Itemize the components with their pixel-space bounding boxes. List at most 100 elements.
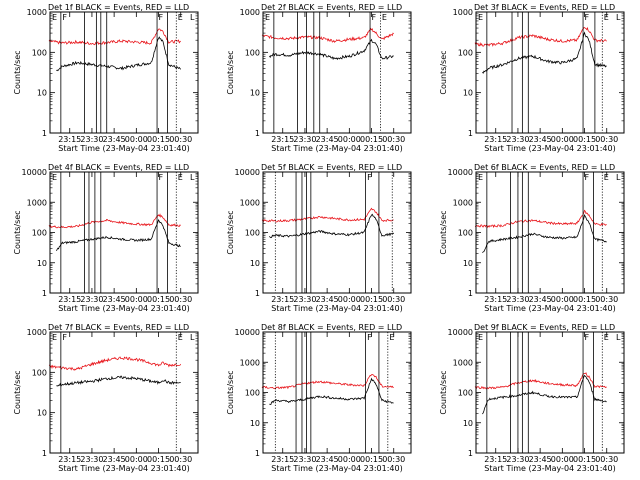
- events-series-line: [269, 377, 394, 405]
- lld-series-line: [48, 356, 182, 371]
- x-tick-label: 00:00: [551, 295, 574, 304]
- lld-series-line: [474, 372, 607, 390]
- x-tick-label: 00:00: [338, 455, 361, 464]
- panel-det-4: Det 4f BLACK = Events, RED = LLD 1 10 100 10…: [13, 163, 199, 313]
- y-tick-label: 1: [255, 289, 260, 298]
- y-tick-label: 10000: [235, 328, 260, 337]
- y-axis-label: Counts/sec: [13, 50, 22, 94]
- event-marker-label: F: [585, 333, 590, 342]
- panel-title: Det 6f BLACK = Events, RED = LLD: [474, 163, 615, 172]
- panel-det-7: Det 7f BLACK = Events, RED = LLD 1 10 100 10…: [13, 323, 199, 473]
- corner-label-left: E: [52, 333, 57, 342]
- y-tick-label: 10000: [448, 168, 473, 177]
- corner-label-left: E: [478, 13, 483, 22]
- event-marker-label: F: [585, 173, 590, 182]
- corner-label-right: L: [190, 13, 195, 22]
- x-axis-label: Start Time (23-May-04 23:01:40): [484, 464, 615, 473]
- y-tick-label: 1000: [27, 198, 47, 207]
- x-tick-label: 23:30: [506, 455, 529, 464]
- corner-label-right: L: [616, 333, 621, 342]
- events-series-line: [56, 219, 181, 251]
- events-series-line: [56, 375, 181, 388]
- panel-title: Det 9f BLACK = Events, RED = LLD: [474, 323, 615, 332]
- x-tick-label: 23:15: [58, 135, 81, 144]
- x-tick-label: 00:30: [169, 455, 192, 464]
- x-tick-label: 00:30: [595, 295, 618, 304]
- event-marker-label: E: [382, 13, 387, 22]
- x-tick-label: 00:00: [551, 455, 574, 464]
- x-tick-label: 00:15: [147, 295, 170, 304]
- panel-title: Det 7f BLACK = Events, RED = LLD: [48, 323, 189, 332]
- x-tick-label: 00:30: [169, 135, 192, 144]
- panel-det-6: Det 6f BLACK = Events, RED = LLD 1 10 100 10…: [439, 163, 625, 313]
- events-series-line: [269, 38, 394, 61]
- y-tick-label: 10: [37, 409, 47, 418]
- y-tick-label: 1: [255, 129, 260, 138]
- y-tick-label: 1: [468, 449, 473, 458]
- y-axis-label: Counts/sec: [439, 370, 448, 414]
- x-tick-label: 00:00: [338, 295, 361, 304]
- x-tick-label: 00:30: [382, 455, 405, 464]
- y-tick-label: 1: [42, 289, 47, 298]
- y-tick-label: 1: [42, 449, 47, 458]
- lld-series-line: [48, 28, 181, 46]
- event-marker-label: E: [389, 333, 394, 342]
- y-tick-label: 1: [255, 449, 260, 458]
- x-tick-label: 23:30: [293, 135, 316, 144]
- x-tick-label: 00:30: [382, 295, 405, 304]
- corner-label-left: E: [478, 333, 483, 342]
- x-tick-label: 23:45: [316, 135, 339, 144]
- x-tick-label: 00:15: [360, 295, 383, 304]
- lld-series-line: [261, 27, 394, 43]
- plot-frame: [49, 11, 199, 134]
- y-tick-label: 1: [42, 129, 47, 138]
- corner-label-right: L: [190, 333, 195, 342]
- x-tick-label: 23:15: [484, 455, 507, 464]
- panel-det-8: Det 8f BLACK = Events, RED = LLD 1 10 100 10…: [226, 323, 412, 473]
- lld-series-line: [261, 207, 394, 223]
- y-tick-label: 100: [458, 229, 473, 238]
- x-axis-label: Start Time (23-May-04 23:01:40): [58, 464, 189, 473]
- panel-title: Det 3f BLACK = Events, RED = LLD: [474, 3, 615, 12]
- event-marker-label: F: [62, 13, 67, 22]
- panel-title: Det 2f BLACK = Events, RED = LLD: [261, 3, 402, 12]
- x-tick-label: 23:30: [80, 135, 103, 144]
- x-tick-label: 00:00: [125, 295, 148, 304]
- y-tick-label: 100: [458, 48, 473, 57]
- x-axis-label: Start Time (23-May-04 23:01:40): [58, 144, 189, 153]
- panel-det-9: Det 9f BLACK = Events, RED = LLD 1 10 100 10…: [439, 323, 625, 473]
- y-tick-label: 1000: [240, 8, 260, 17]
- y-tick-label: 100: [245, 48, 260, 57]
- y-tick-label: 10: [463, 419, 473, 428]
- y-tick-label: 100: [245, 229, 260, 238]
- plot-frame: [262, 171, 412, 294]
- x-tick-label: 23:30: [80, 455, 103, 464]
- corner-label-right: L: [616, 13, 621, 22]
- x-tick-label: 00:15: [147, 135, 170, 144]
- event-marker-label: F: [585, 13, 590, 22]
- y-tick-label: 10: [463, 259, 473, 268]
- x-axis-label: Start Time (23-May-04 23:01:40): [484, 144, 615, 153]
- x-tick-label: 23:30: [293, 455, 316, 464]
- panel-det-5: Det 5f BLACK = Events, RED = LLD 1 10 100 10…: [226, 163, 412, 313]
- corner-label-left: E: [52, 173, 57, 182]
- x-tick-label: 23:45: [103, 455, 126, 464]
- x-tick-label: 23:30: [506, 295, 529, 304]
- event-marker-label: E: [178, 333, 183, 342]
- panel-det-2: Det 2f BLACK = Events, RED = LLD 1 10 100 10…: [226, 3, 412, 153]
- x-axis-label: Start Time (23-May-04 23:01:40): [58, 304, 189, 313]
- events-series-line: [482, 214, 607, 253]
- y-tick-label: 10000: [235, 168, 260, 177]
- events-series-line: [482, 374, 607, 415]
- event-marker-label: F: [367, 333, 372, 342]
- corner-label-left: E: [52, 13, 57, 22]
- event-marker-label: F: [159, 13, 164, 22]
- plot-frame: [262, 331, 412, 454]
- event-marker-label: F: [62, 333, 67, 342]
- corner-label-left: E: [478, 173, 483, 182]
- y-axis-label: Counts/sec: [13, 210, 22, 254]
- x-tick-label: 00:15: [573, 295, 596, 304]
- event-marker-label: E: [604, 13, 609, 22]
- x-tick-label: 00:15: [573, 135, 596, 144]
- corner-label-right: L: [616, 173, 621, 182]
